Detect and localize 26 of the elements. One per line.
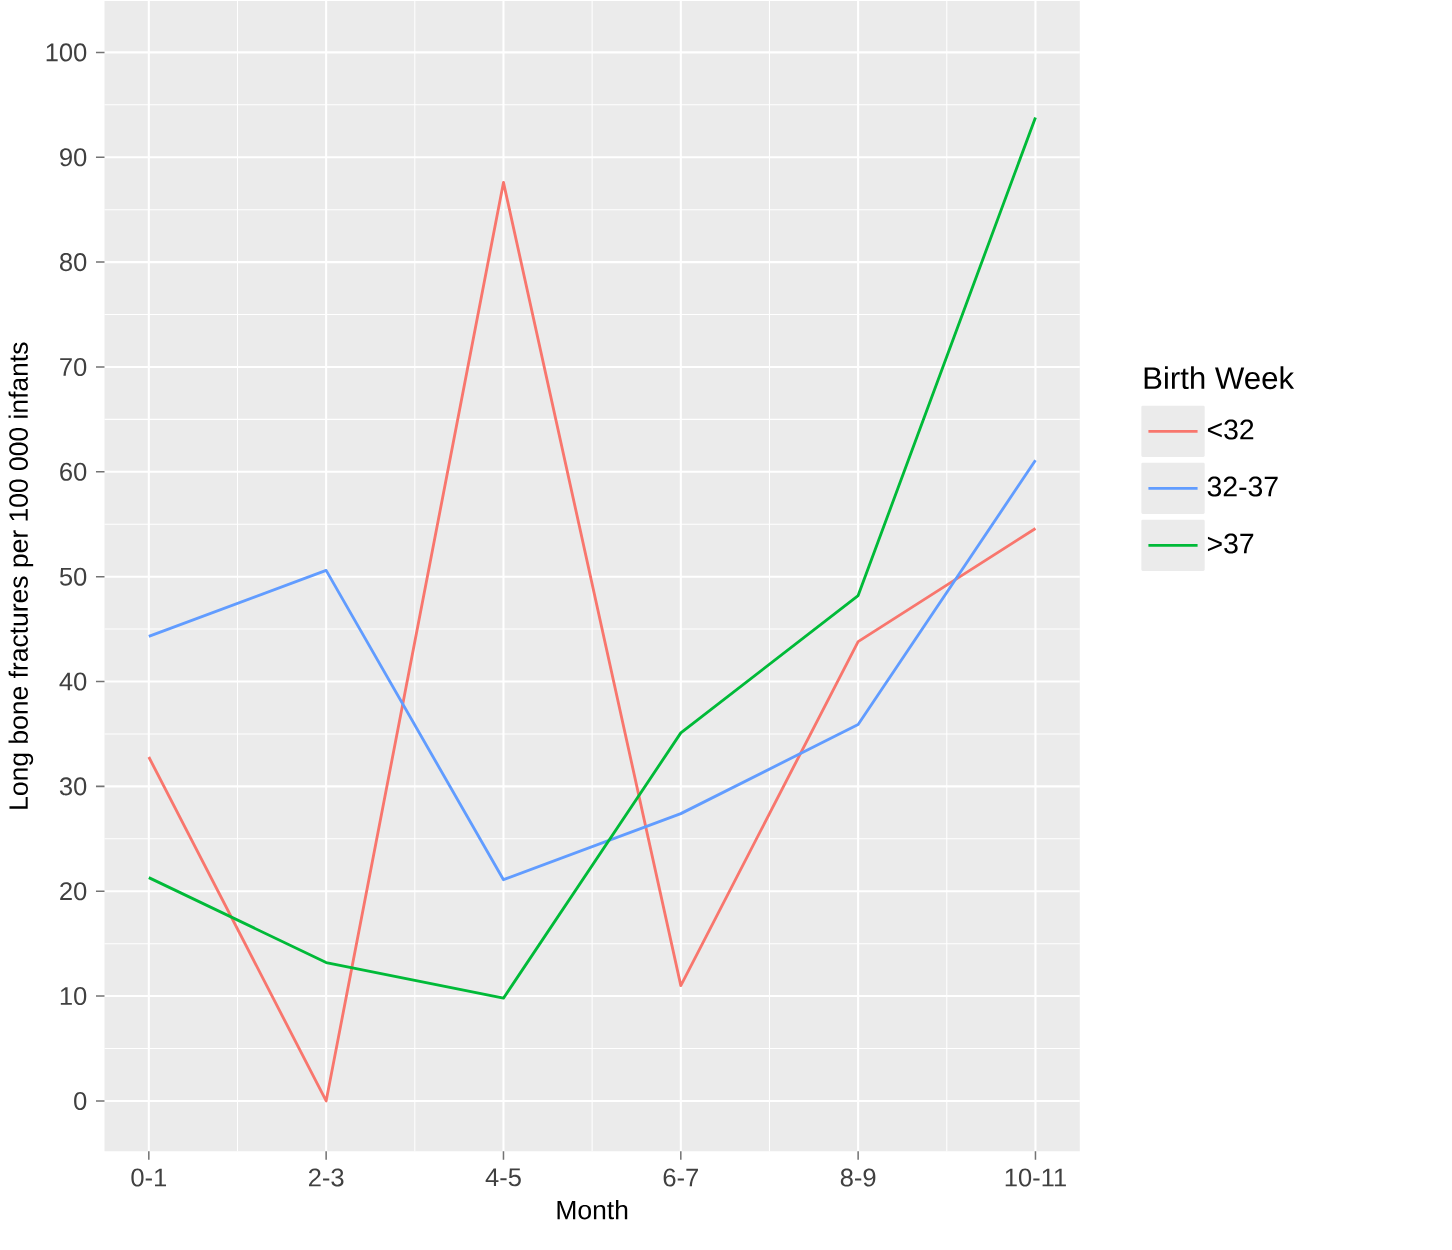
y-tick-label: 30 (59, 777, 87, 796)
line-series (147, 181, 1037, 1103)
y-tick-label: 90 (60, 148, 87, 167)
x-tick-label: 8-9 (840, 1168, 876, 1187)
x-tick-label: 6-7 (663, 1168, 698, 1187)
line-series (147, 116, 1037, 1000)
y-tick-label: 70 (60, 358, 87, 377)
y-tick-label: 40 (59, 672, 87, 691)
y-tick-label: 100 (46, 43, 87, 62)
y-tick-label: 60 (60, 462, 87, 481)
x-tick-label: 4-5 (485, 1168, 521, 1187)
y-tick-label: 80 (60, 253, 87, 272)
line-series (147, 458, 1037, 882)
y-axis-title: Long bone fractures per 100 000 infants (8, 342, 34, 809)
y-tick-label: 20 (60, 882, 87, 901)
legend-label: <32 (1207, 419, 1254, 440)
x-tick-label: 10-11 (1005, 1168, 1066, 1187)
legend-label: 32-37 (1207, 476, 1278, 497)
legend-title: Birth Week (1144, 366, 1295, 390)
x-tick-label: 0-1 (131, 1168, 167, 1187)
y-tick-label: 0 (74, 1091, 87, 1111)
y-tick-label: 50 (59, 567, 87, 586)
x-tick-label: 2-3 (308, 1168, 344, 1187)
legend-label: >37 (1207, 533, 1254, 554)
y-tick-label: 10 (60, 987, 87, 1006)
x-axis-title: Month (557, 1200, 628, 1220)
